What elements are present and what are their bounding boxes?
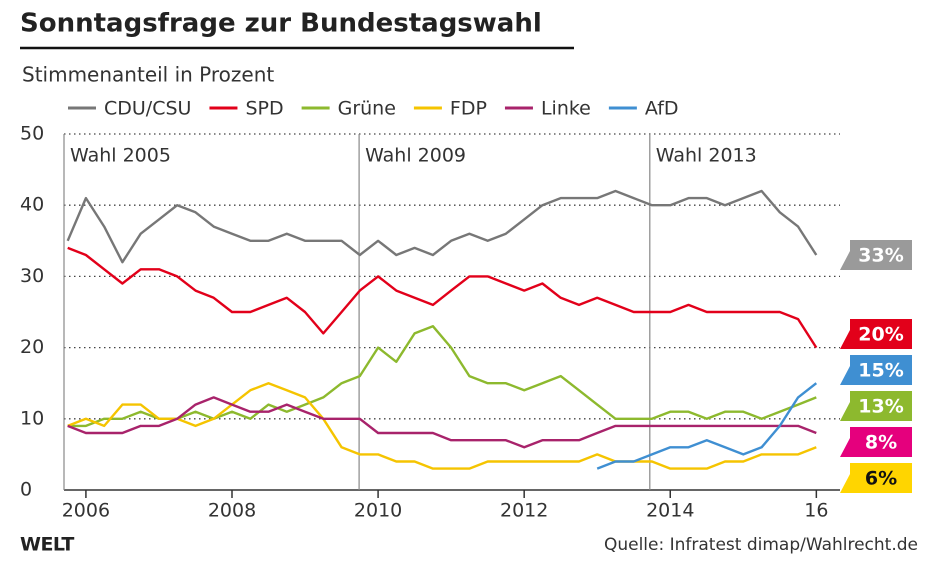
end-label: 20% [858, 324, 903, 346]
end-label-box [840, 391, 912, 421]
series-line [67, 396, 817, 449]
legend-label: AfD [645, 98, 679, 120]
end-label-box [840, 427, 912, 457]
legend-label: CDU/CSU [104, 98, 191, 120]
y-tick-label: 50 [20, 123, 44, 145]
end-label: 33% [858, 245, 903, 267]
x-tick-label: 16 [804, 500, 828, 522]
legend-label: SPD [245, 98, 283, 120]
end-label-box [840, 355, 912, 385]
x-tick-label: 2010 [354, 500, 402, 522]
legend-label: FDP [450, 98, 487, 120]
election-label: Wahl 2013 [656, 145, 757, 167]
end-label: 15% [858, 360, 903, 382]
y-tick-label: 40 [20, 194, 44, 216]
chart-title: Sonntagsfrage zur Bundestagswahl [20, 9, 542, 39]
series-line [66, 189, 818, 264]
end-label-box [840, 463, 912, 493]
x-tick-label: 2012 [500, 500, 548, 522]
election-label: Wahl 2009 [365, 145, 466, 167]
end-label-box [840, 240, 912, 271]
series-line [67, 325, 817, 428]
series-line [596, 382, 818, 470]
end-label-box [840, 319, 912, 349]
series-line [67, 382, 817, 470]
end-label: 6% [865, 468, 897, 490]
y-tick-label: 0 [20, 479, 32, 501]
election-label: Wahl 2005 [70, 145, 171, 167]
x-tick-label: 2014 [646, 500, 694, 522]
y-tick-label: 10 [20, 407, 44, 429]
x-tick-label: 2008 [208, 500, 256, 522]
y-tick-label: 30 [20, 265, 44, 287]
y-tick-label: 20 [20, 336, 44, 358]
end-label: 13% [858, 396, 903, 418]
legend-label: Grüne [338, 98, 396, 120]
brand-logo: WELT [20, 534, 74, 556]
end-label: 8% [865, 432, 897, 454]
legend-label: Linke [541, 98, 591, 120]
series-line [67, 246, 818, 349]
source-note: Quelle: Infratest dimap/Wahlrecht.de [604, 535, 918, 555]
chart-subtitle: Stimmenanteil in Prozent [22, 63, 274, 87]
x-tick-label: 2006 [62, 500, 110, 522]
